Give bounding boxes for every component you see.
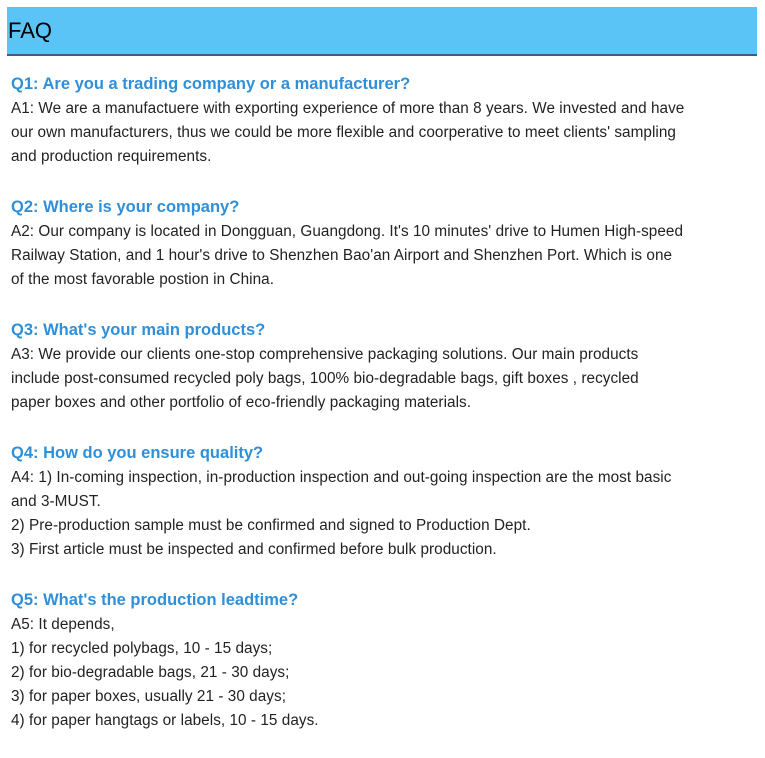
faq-item: Q4: How do you ensure quality? A4: 1) In-…	[11, 440, 761, 562]
faq-answer-line: paper boxes and other portfolio of eco-f…	[11, 394, 472, 411]
faq-answer-line: A1: We are a manufactuere with exporting…	[11, 100, 685, 117]
faq-question: Q2: Where is your company?	[11, 198, 240, 216]
faq-answer-line: A5: It depends,	[11, 616, 115, 633]
faq-item: Q2: Where is your company? A2: Our compan…	[11, 194, 761, 292]
faq-answer-line: our own manufacturers, thus we could be …	[11, 124, 676, 141]
faq-answer-line: 3) for paper boxes, usually 21 - 30 days…	[11, 688, 286, 705]
faq-answer-line: A2: Our company is located in Dongguan, …	[11, 223, 684, 240]
faq-answer-line: 2) for bio-degradable bags, 21 - 30 days…	[11, 664, 290, 681]
faq-answer-line: and 3-MUST.	[11, 493, 101, 510]
faq-answer-line: 3) First article must be inspected and c…	[11, 541, 497, 558]
faq-answer-line: 1) for recycled polybags, 10 - 15 days;	[11, 640, 273, 657]
page-title: FAQ	[8, 18, 53, 43]
faq-question: Q3: What's your main products?	[11, 321, 266, 339]
faq-answer-line: include post-consumed recycled poly bags…	[11, 370, 639, 387]
faq-answer-line: of the most favorable postion in China.	[11, 271, 274, 288]
faq-item: Q3: What's your main products? A3: We pro…	[11, 317, 761, 415]
faq-answer-line: and production requirements.	[11, 148, 212, 165]
faq-question: Q5: What's the production leadtime?	[11, 591, 299, 609]
faq-answer-line: 2) Pre-production sample must be confirm…	[11, 517, 531, 534]
faq-answer-line: Railway Station, and 1 hour's drive to S…	[11, 247, 673, 264]
faq-list: Q1: Are you a trading company or a manuf…	[11, 71, 761, 758]
faq-question: Q1: Are you a trading company or a manuf…	[11, 75, 411, 93]
faq-header: FAQ	[7, 7, 757, 56]
faq-item: Q1: Are you a trading company or a manuf…	[11, 71, 761, 169]
faq-question: Q4: How do you ensure quality?	[11, 444, 264, 462]
faq-answer-line: A3: We provide our clients one-stop comp…	[11, 346, 639, 363]
faq-answer-line: 4) for paper hangtags or labels, 10 - 15…	[11, 712, 319, 729]
faq-answer-line: A4: 1) In-coming inspection, in-producti…	[11, 469, 672, 486]
faq-item: Q5: What's the production leadtime? A5: I…	[11, 587, 761, 733]
